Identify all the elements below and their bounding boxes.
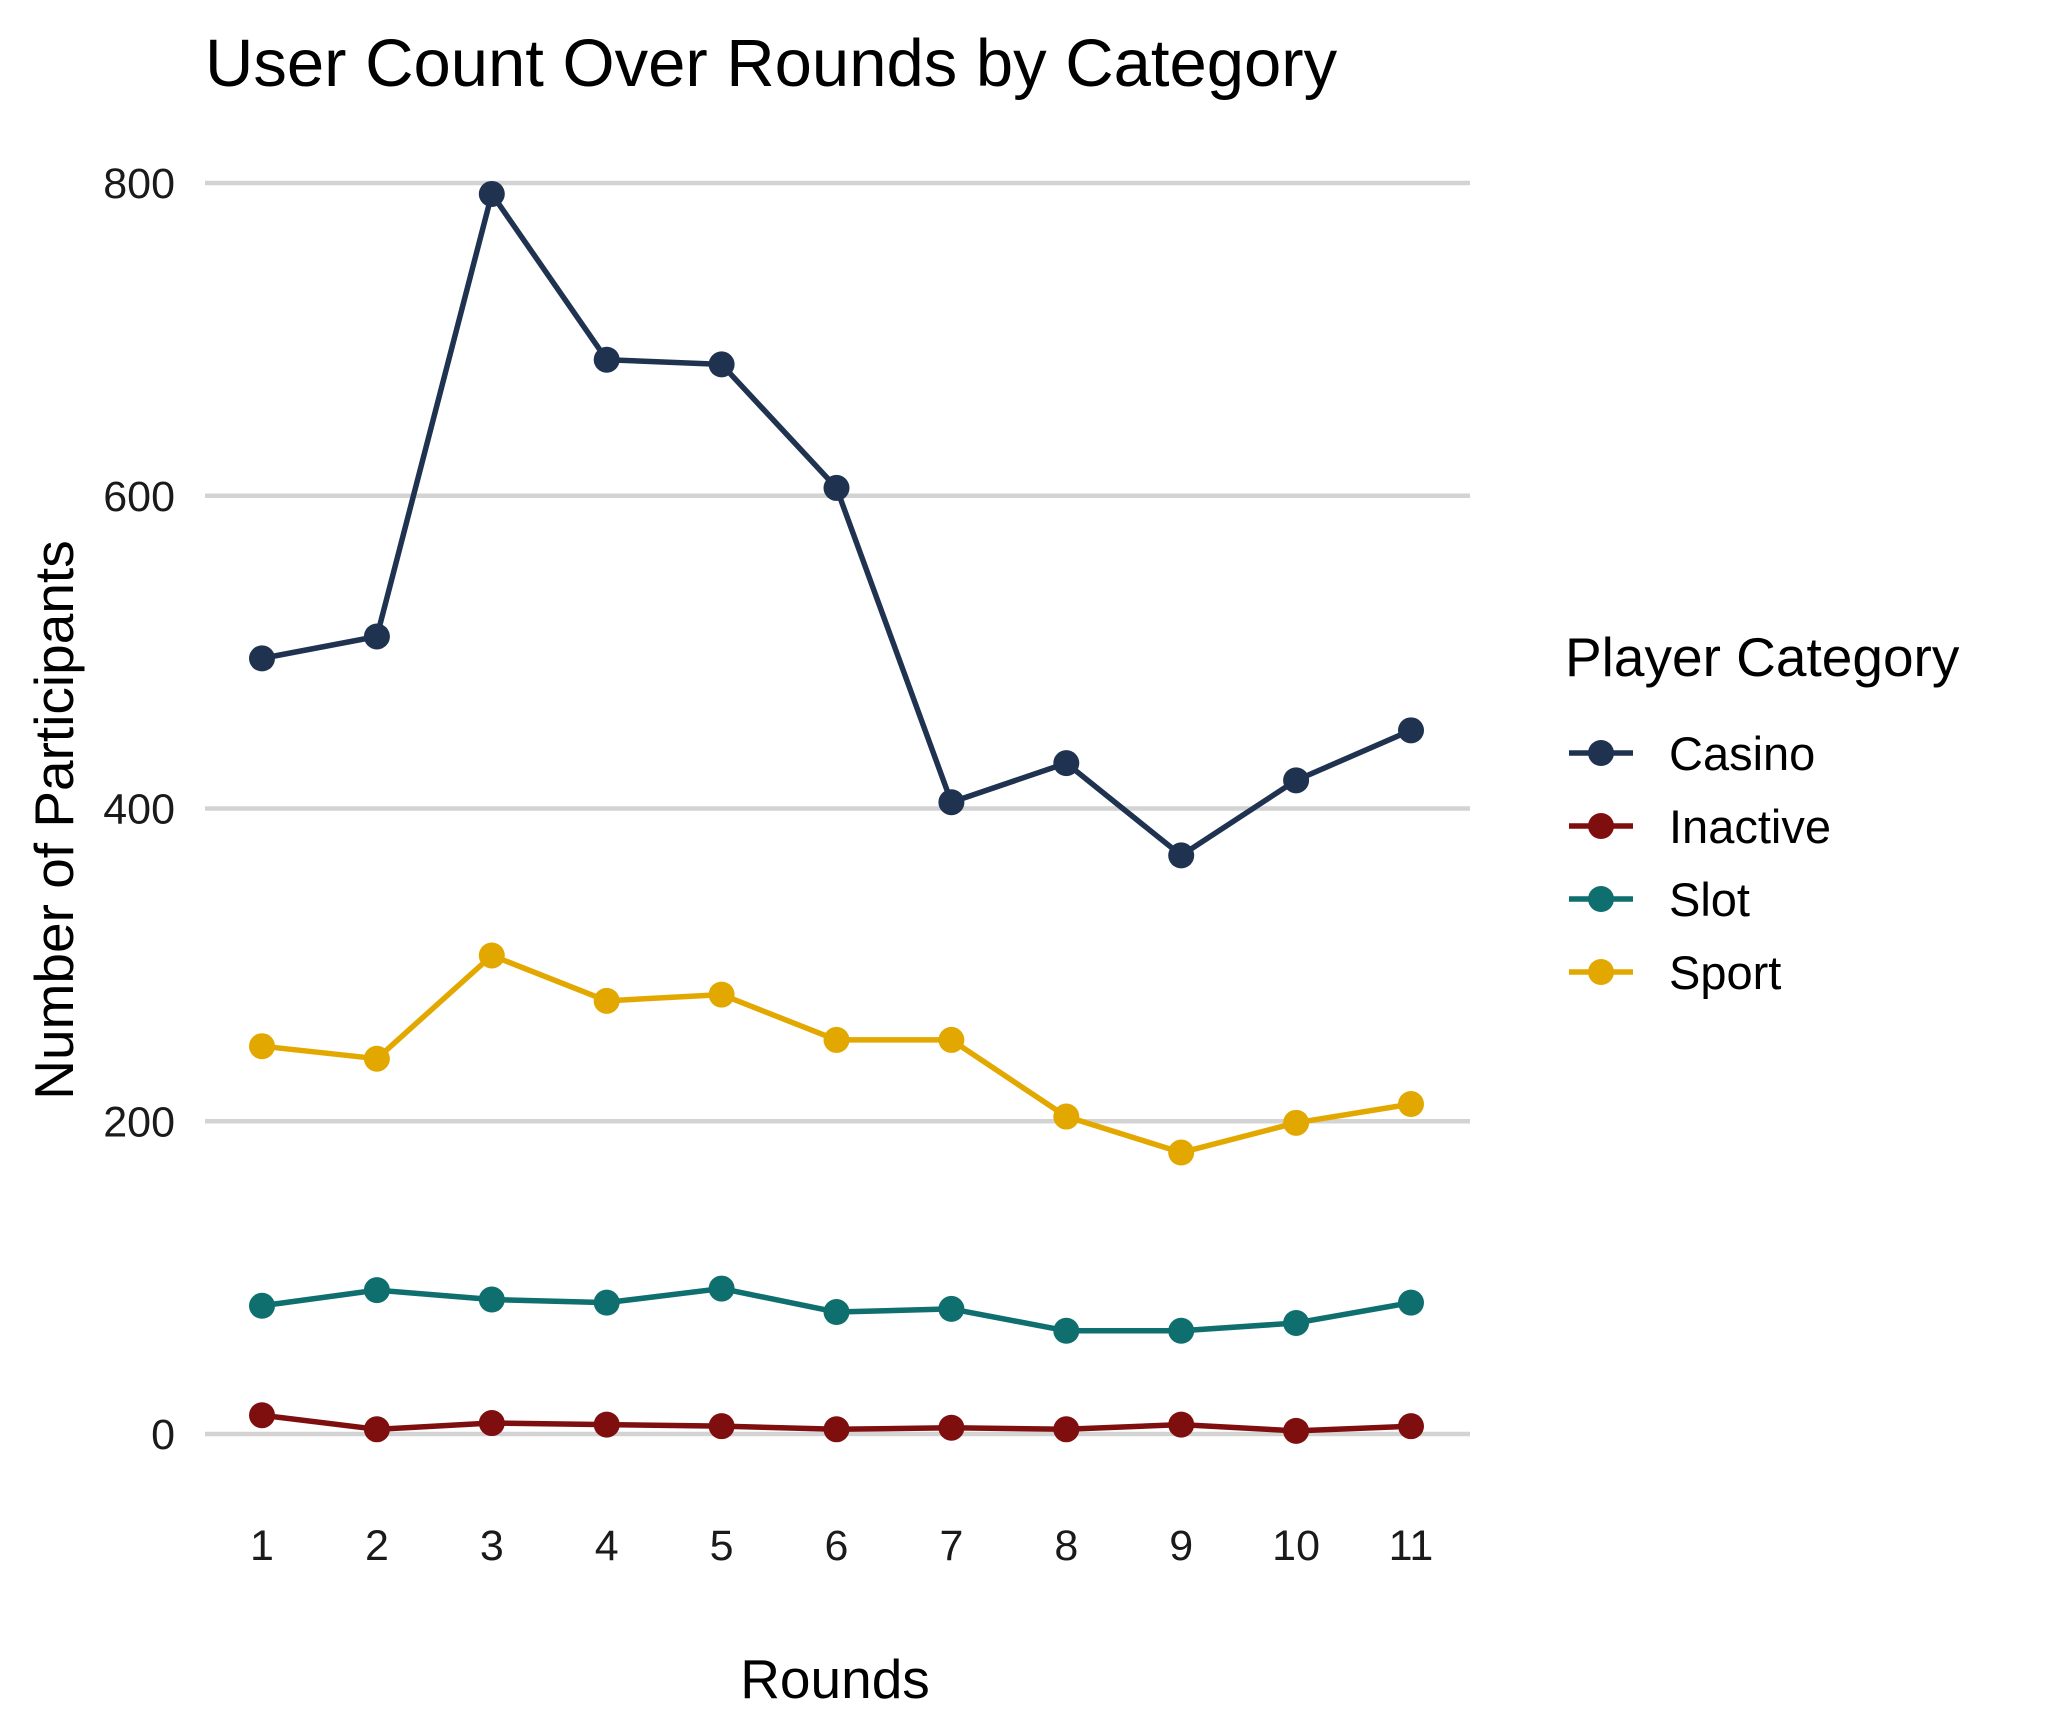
data-point-casino xyxy=(1283,767,1310,794)
data-point-casino xyxy=(708,351,735,378)
data-point-inactive xyxy=(938,1414,965,1441)
x-tick-label: 10 xyxy=(1272,1522,1320,1570)
data-point-casino xyxy=(1168,842,1195,869)
data-point-inactive xyxy=(363,1416,390,1443)
gridlines xyxy=(205,180,1470,1437)
legend-item-inactive: Inactive xyxy=(1569,800,1831,853)
series-inactive xyxy=(249,1402,1424,1444)
data-point-sport xyxy=(478,942,505,969)
data-point-slot xyxy=(249,1292,275,1319)
data-point-sport xyxy=(593,987,620,1014)
data-point-sport xyxy=(1168,1139,1195,1166)
data-point-slot xyxy=(478,1286,505,1313)
series-line-casino xyxy=(259,191,1414,859)
legend-key-point xyxy=(1588,813,1614,839)
legend: Player Category Casino Inactive Slot Sport xyxy=(1565,626,1960,999)
legend-title: Player Category xyxy=(1565,626,1960,688)
legend-item-slot: Slot xyxy=(1569,873,1750,926)
data-point-slot xyxy=(823,1299,850,1326)
x-tick-label: 9 xyxy=(1169,1522,1193,1570)
y-tick-label: 400 xyxy=(103,786,175,834)
legend-label: Casino xyxy=(1669,727,1815,780)
y-axis-label: Number of Participants xyxy=(23,540,85,1099)
data-point-casino xyxy=(249,645,275,672)
data-point-inactive xyxy=(1168,1411,1195,1438)
x-tick-label: 7 xyxy=(939,1522,963,1570)
legend-label: Sport xyxy=(1669,946,1781,999)
x-tick-label: 8 xyxy=(1054,1522,1078,1570)
legend-item-sport: Sport xyxy=(1569,946,1781,999)
chart-title: User Count Over Rounds by Category xyxy=(205,26,1338,101)
series-sport xyxy=(249,942,1424,1166)
data-point-inactive xyxy=(478,1410,505,1437)
data-point-sport xyxy=(708,981,735,1008)
series-casino xyxy=(249,180,1424,869)
x-tick-label: 1 xyxy=(250,1522,274,1570)
data-point-casino xyxy=(593,346,620,373)
data-point-casino xyxy=(478,180,505,207)
x-tick-label: 4 xyxy=(595,1522,619,1570)
y-tick-label: 600 xyxy=(103,473,175,521)
data-point-slot xyxy=(708,1275,735,1302)
data-point-inactive xyxy=(708,1413,735,1440)
x-tick-label: 3 xyxy=(480,1522,504,1570)
data-point-sport xyxy=(363,1045,390,1072)
legend-label: Slot xyxy=(1669,873,1750,926)
legend-key-point xyxy=(1588,740,1614,766)
legend-key-point xyxy=(1588,959,1614,985)
data-series xyxy=(249,180,1424,1444)
data-point-casino xyxy=(823,474,850,501)
x-tick-label: 2 xyxy=(365,1522,389,1570)
data-point-slot xyxy=(1168,1317,1195,1344)
data-point-slot xyxy=(363,1277,390,1304)
x-tick-label: 6 xyxy=(825,1522,849,1570)
data-point-inactive xyxy=(1283,1417,1310,1444)
data-point-inactive xyxy=(249,1402,275,1429)
data-point-inactive xyxy=(593,1411,620,1438)
data-point-sport xyxy=(823,1026,850,1053)
data-point-sport xyxy=(938,1026,965,1053)
y-axis-ticks: 0 200 400 600 800 xyxy=(103,160,175,1459)
data-point-sport xyxy=(1053,1103,1080,1130)
data-point-sport xyxy=(1283,1109,1310,1136)
data-point-inactive xyxy=(823,1416,850,1443)
data-point-sport xyxy=(249,1033,275,1060)
legend-label: Inactive xyxy=(1669,800,1831,853)
x-axis-ticks: 1 2 3 4 5 6 7 8 9 10 11 xyxy=(250,1522,1433,1570)
data-point-slot xyxy=(1053,1317,1080,1344)
data-point-casino xyxy=(363,623,390,650)
x-tick-label: 11 xyxy=(1389,1522,1434,1570)
data-point-inactive xyxy=(1398,1413,1424,1440)
y-tick-label: 0 xyxy=(151,1411,175,1459)
series-slot xyxy=(249,1275,1424,1344)
x-axis-label: Rounds xyxy=(740,1648,930,1710)
legend-key-point xyxy=(1588,886,1614,912)
y-tick-label: 800 xyxy=(103,160,175,208)
data-point-slot xyxy=(1398,1289,1424,1316)
x-tick-label: 5 xyxy=(710,1522,734,1570)
data-point-sport xyxy=(1398,1091,1424,1118)
legend-item-casino: Casino xyxy=(1569,727,1815,780)
data-point-casino xyxy=(1398,717,1424,744)
data-point-casino xyxy=(1053,750,1080,777)
data-point-inactive xyxy=(1053,1416,1080,1443)
y-tick-label: 200 xyxy=(103,1098,175,1146)
data-point-slot xyxy=(938,1295,965,1322)
data-point-casino xyxy=(938,789,965,816)
data-point-slot xyxy=(1283,1309,1310,1336)
data-point-slot xyxy=(593,1289,620,1316)
